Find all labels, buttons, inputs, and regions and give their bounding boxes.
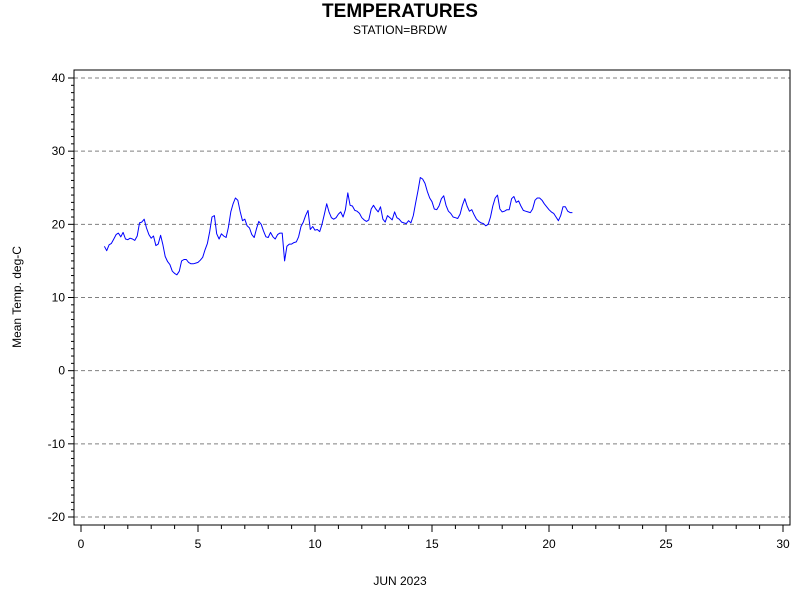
x-tick-label: 10 (308, 537, 322, 551)
x-axis: 0 5 10 15 20 25 30 (78, 525, 790, 551)
series-line (103, 177, 573, 276)
x-tick-label: 30 (776, 537, 790, 551)
chart-title: TEMPERATURES (322, 1, 478, 22)
x-tick-label: 5 (195, 537, 202, 551)
series (103, 177, 573, 276)
y-tick-label: 30 (52, 144, 66, 158)
y-tick-label: -20 (48, 510, 66, 524)
y-tick-label: 40 (52, 71, 66, 85)
y-axis: -20 -10 0 10 20 30 40 (48, 71, 74, 524)
x-axis-label: JUN 2023 (373, 574, 427, 588)
y-tick-label: -10 (48, 437, 66, 451)
y-tick-label: 10 (52, 291, 66, 305)
x-tick-label: 0 (78, 537, 85, 551)
x-tick-label: 20 (542, 537, 556, 551)
y-axis-label: Mean Temp. deg-C (10, 246, 24, 348)
y-tick-label: 20 (52, 217, 66, 231)
x-tick-label: 25 (659, 537, 673, 551)
chart-subtitle: STATION=BRDW (353, 23, 448, 37)
x-tick-label: 15 (425, 537, 439, 551)
y-tick-label: 0 (58, 364, 65, 378)
gridlines (74, 77, 790, 518)
